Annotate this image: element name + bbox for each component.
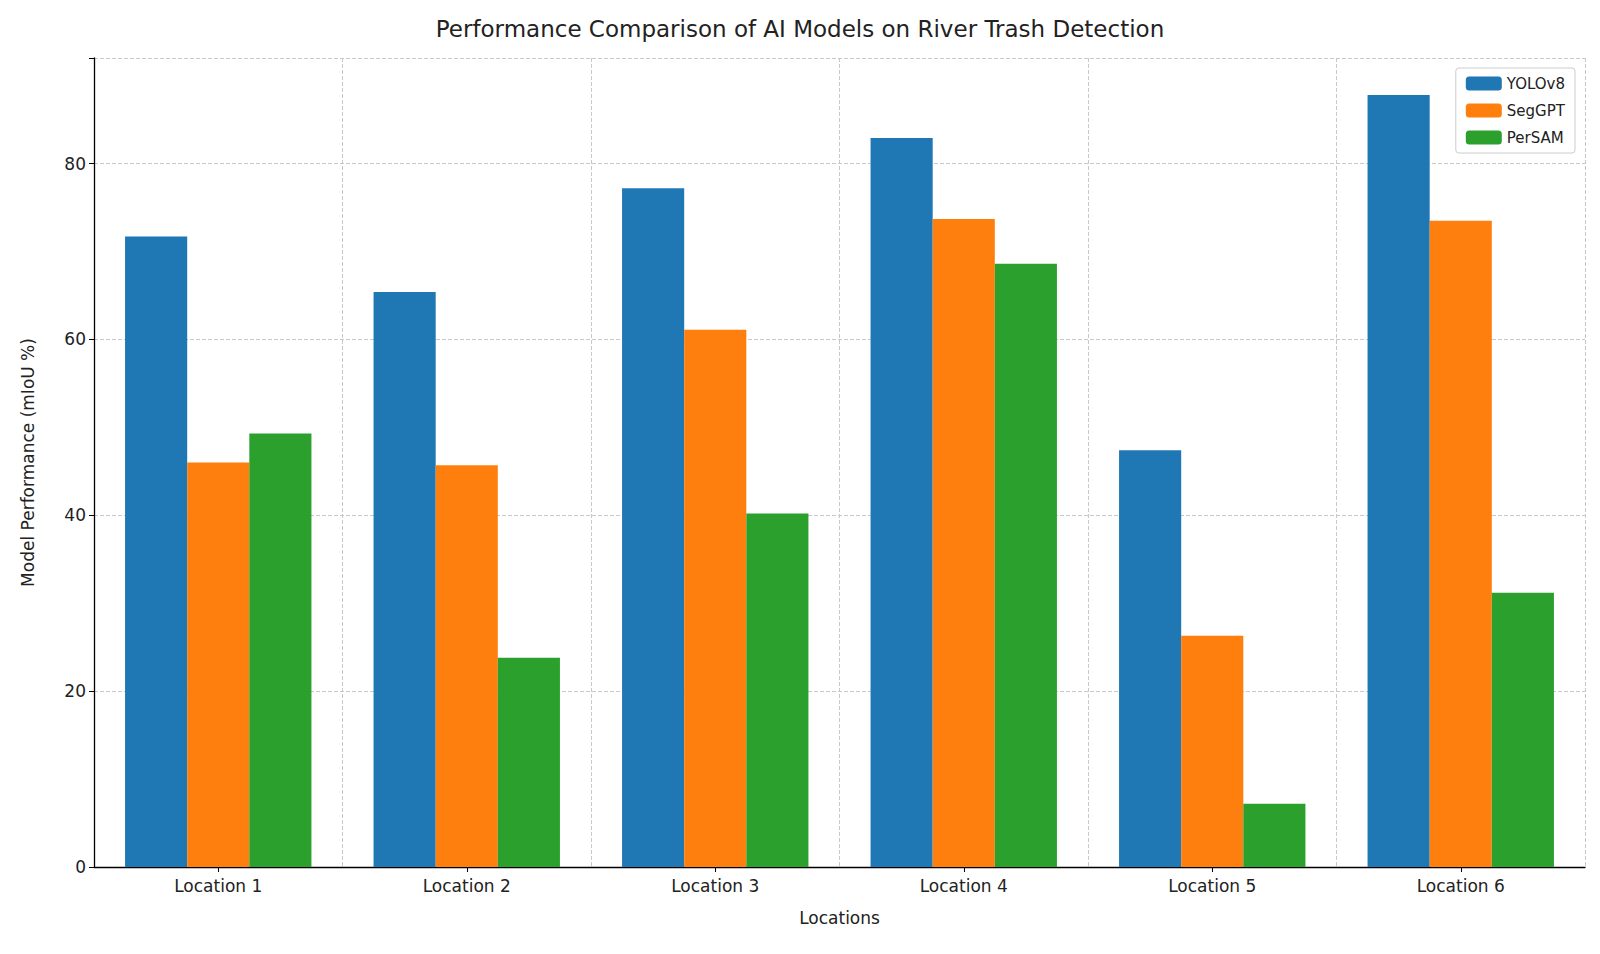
svg-text:Location 6: Location 6 <box>1417 876 1505 896</box>
svg-text:80: 80 <box>64 154 86 174</box>
svg-text:60: 60 <box>64 329 86 349</box>
svg-text:40: 40 <box>64 505 86 525</box>
svg-text:Location 5: Location 5 <box>1168 876 1256 896</box>
svg-text:Performance Comparison of AI M: Performance Comparison of AI Models on R… <box>436 16 1164 42</box>
svg-text:PerSAM: PerSAM <box>1507 129 1564 147</box>
svg-text:0: 0 <box>75 857 86 877</box>
svg-text:20: 20 <box>64 681 86 701</box>
svg-text:SegGPT: SegGPT <box>1507 102 1566 120</box>
svg-text:YOLOv8: YOLOv8 <box>1506 75 1565 93</box>
svg-text:Location 1: Location 1 <box>174 876 262 896</box>
svg-text:Location 4: Location 4 <box>920 876 1008 896</box>
svg-text:Location 2: Location 2 <box>423 876 511 896</box>
svg-text:Model Performance (mIoU %): Model Performance (mIoU %) <box>18 338 38 587</box>
svg-text:Location 3: Location 3 <box>671 876 759 896</box>
svg-text:Locations: Locations <box>799 908 880 928</box>
